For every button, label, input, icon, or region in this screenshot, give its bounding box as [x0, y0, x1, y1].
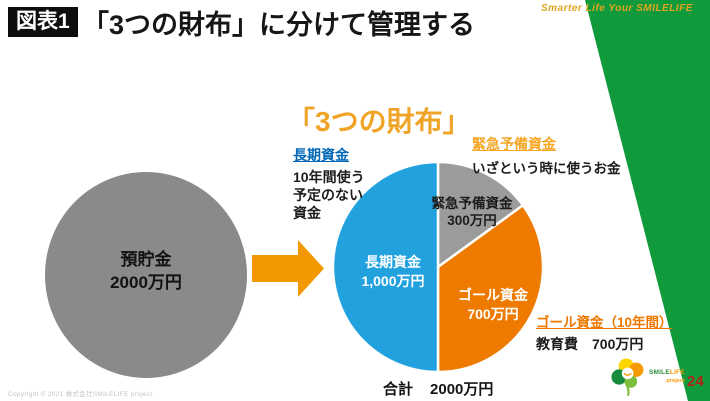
logo-text-project: project	[666, 378, 685, 384]
annotation-long-term-desc-2: 予定のない	[293, 187, 363, 203]
annotation-long-term-title: 長期資金	[293, 147, 349, 163]
pie-label-long-term-value: 1,000万円	[361, 273, 425, 289]
pie-label-long-term-name: 長期資金	[365, 254, 421, 270]
watermark-text: Smarter Life Your SMILELIFE	[541, 3, 693, 14]
pie-heading: 「3つの財布」	[287, 106, 471, 137]
pie-label-goal: ゴール資金 700万円	[433, 286, 553, 324]
pie-slice	[331, 160, 440, 374]
total-amount: 2000万円	[430, 381, 494, 398]
flow-arrow-icon	[252, 240, 324, 297]
savings-label: 預貯金	[120, 250, 172, 269]
annotation-emergency-desc: いざという時に使うお金	[472, 161, 621, 176]
total-label: 合計	[383, 381, 414, 398]
copyright-text: Copyright © 2021 株式会社SMILELIFE project	[8, 391, 153, 398]
annotation-emergency-title: 緊急予備資金	[472, 136, 556, 152]
annotation-long-term-desc-1: 10年間使う	[293, 169, 365, 185]
page-number: 24	[687, 373, 704, 390]
pie-label-goal-name: ゴール資金	[458, 287, 528, 303]
figure-badge: 図表1	[8, 7, 78, 37]
page-title: 「3つの財布」に分けて管理する	[82, 10, 476, 40]
savings-amount: 2000万円	[110, 273, 182, 292]
pie-label-emergency-value: 300万円	[447, 213, 497, 228]
smilelife-logo-text: SMILELIFE project	[649, 369, 685, 384]
savings-circle: 預貯金 2000万円	[45, 172, 247, 378]
smilelife-logo: SMILELIFE project	[611, 357, 685, 397]
annotation-goal-title: ゴール資金（10年間）	[536, 315, 673, 330]
pie-label-goal-value: 700万円	[467, 306, 519, 322]
annotation-long-term: 長期資金 10年間使う 予定のない 資金	[293, 145, 365, 222]
smilelife-logo-icon	[611, 358, 644, 396]
pie-label-emergency-name: 緊急予備資金	[431, 196, 513, 211]
pie-slice	[436, 160, 525, 270]
logo-text-smile: SMILE	[649, 369, 670, 376]
annotation-long-term-desc-3: 資金	[293, 205, 321, 221]
pie-chart-svg	[331, 160, 545, 374]
pie-label-long-term: 長期資金 1,000万円	[333, 253, 453, 291]
total-line: 合計 2000万円	[383, 378, 493, 399]
pie-slice	[436, 203, 545, 374]
pie-label-emergency: 緊急予備資金 300万円	[407, 195, 537, 229]
annotation-goal: ゴール資金（10年間） 教育費 700万円	[536, 311, 673, 354]
annotation-emergency: 緊急予備資金 いざという時に使うお金	[472, 134, 621, 177]
annotation-goal-desc: 教育費 700万円	[536, 336, 644, 352]
logo-text-life: LIFE	[669, 369, 685, 376]
pie-chart: 緊急予備資金 300万円 長期資金 1,000万円 ゴール資金 700万円	[331, 160, 545, 374]
